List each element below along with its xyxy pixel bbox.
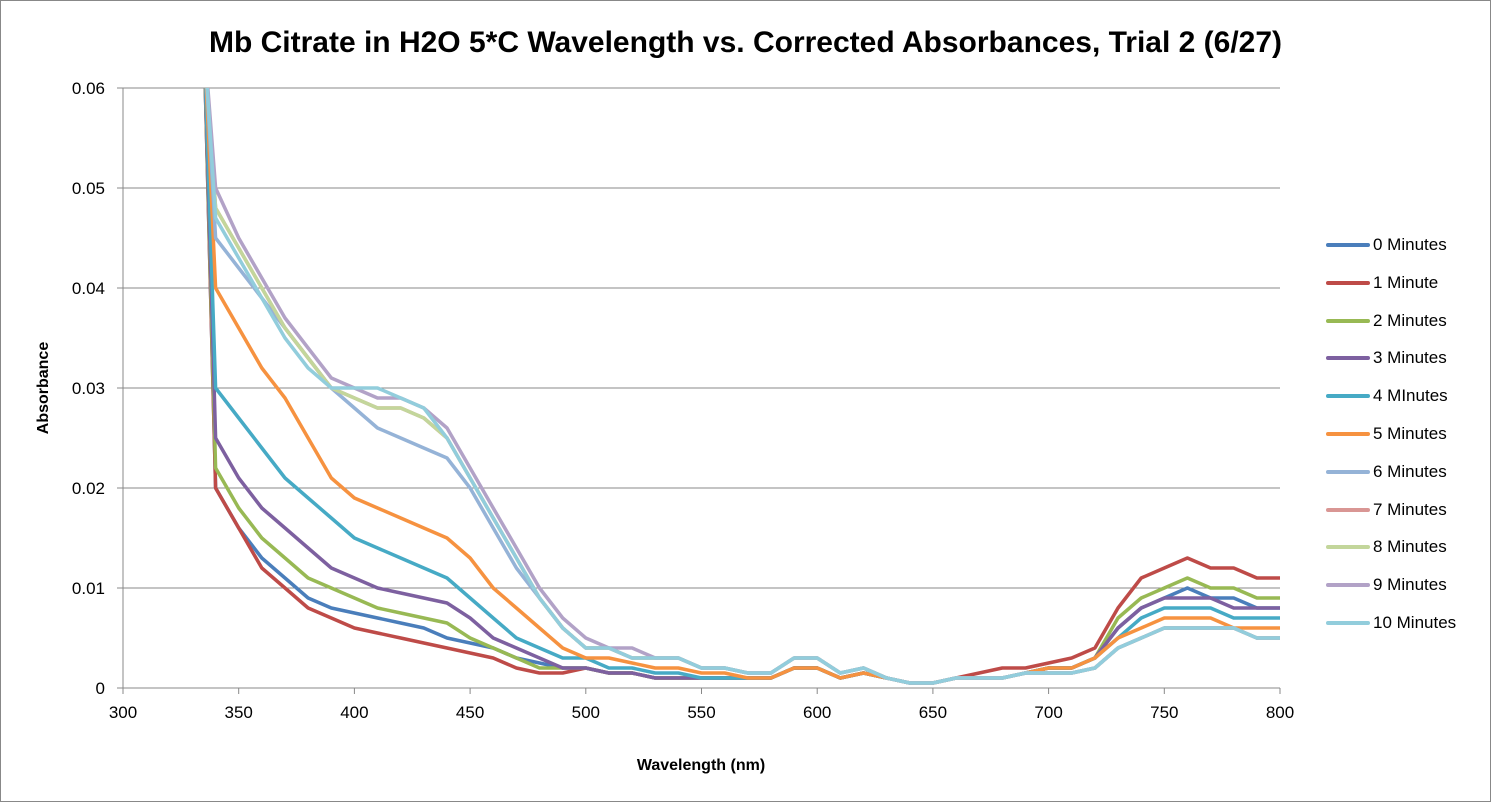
x-tick-label: 400 (340, 703, 368, 722)
legend-swatch (1326, 507, 1370, 512)
legend-label: 4 MInutes (1373, 386, 1448, 406)
series-line-8 (205, 88, 1280, 685)
legend-item: 0 Minutes (1326, 235, 1447, 255)
legend-label: 1 Minute (1373, 272, 1439, 292)
legend-item: 5 Minutes (1326, 424, 1447, 444)
x-tick-label: 650 (919, 703, 947, 722)
legend-item: 2 Minutes (1326, 311, 1447, 331)
legend-item: 10 Minutes (1326, 613, 1456, 633)
legend-swatch (1326, 545, 1370, 550)
y-tick-label: 0.02 (72, 479, 105, 498)
legend-swatch (1326, 621, 1370, 625)
x-tick-label: 700 (1034, 703, 1062, 722)
legend-item: 8 Minutes (1326, 537, 1447, 557)
legend-item: 6 Minutes (1326, 462, 1447, 482)
legend-label: 5 Minutes (1373, 424, 1447, 443)
legend-swatch (1326, 318, 1370, 323)
x-tick-label: 750 (1150, 703, 1178, 722)
series-line-4 (203, 88, 1280, 685)
series-line-7 (205, 88, 1280, 685)
legend-swatch (1326, 583, 1370, 588)
legend-swatch (1326, 394, 1370, 399)
y-tick-label: 0.05 (72, 179, 105, 198)
gridlines (123, 87, 1280, 589)
y-tick-label: 0.04 (72, 279, 105, 298)
series-line-3 (203, 88, 1280, 685)
x-tick-label: 350 (225, 703, 253, 722)
series-line-9 (206, 88, 1280, 685)
x-tick-label: 550 (687, 703, 715, 722)
legend-item: 4 MInutes (1326, 386, 1448, 406)
series-line-6 (205, 88, 1280, 685)
tick-labels: 0 0.01 0.02 0.03 0.04 0.05 0.06 300 350 400 450 500… (72, 79, 1294, 722)
y-tick-label: 0 (96, 679, 105, 698)
legend-swatch (1326, 243, 1370, 247)
y-tick-label: 0.01 (72, 579, 105, 598)
legend-label: 6 Minutes (1373, 461, 1447, 481)
legend-label: 7 Minutes (1373, 499, 1447, 519)
legend-label: 2 Minutes (1373, 310, 1447, 330)
legend-item: 9 Minutes (1326, 575, 1447, 595)
x-axis-label: Wavelength (nm) (637, 757, 765, 774)
series-line-1 (203, 88, 1280, 685)
legend-label: 8 Minutes (1373, 537, 1447, 557)
x-tick-label: 300 (109, 703, 137, 722)
series-line-2 (203, 88, 1280, 685)
x-tick-label: 600 (803, 703, 831, 722)
axes (117, 87, 1281, 694)
x-tick-label: 800 (1266, 703, 1294, 722)
series-line-0 (203, 88, 1280, 685)
legend-label: 9 Minutes (1373, 575, 1447, 595)
legend-swatch (1326, 356, 1370, 361)
chart-title: Mb Citrate in H2O 5*C Wavelength vs. Cor… (208, 26, 1283, 59)
y-tick-label: 0.06 (72, 79, 105, 98)
series-line-5 (204, 88, 1280, 685)
legend-label: 10 Minutes (1373, 613, 1457, 632)
series-line-10 (205, 88, 1280, 685)
x-tick-label: 500 (572, 703, 600, 722)
series-lines (203, 88, 1280, 685)
legend-swatch (1326, 432, 1370, 436)
legend-swatch (1326, 280, 1370, 285)
y-axis-label: Absorbance (35, 342, 52, 435)
legend-label: 3 Minutes (1373, 348, 1447, 368)
legend-item: 7 Minutes (1326, 500, 1447, 520)
legend-label: 0 Minutes (1373, 235, 1447, 254)
legend-swatch (1326, 469, 1370, 474)
x-tick-label: 450 (456, 703, 484, 722)
legend-item: 3 Minutes (1326, 348, 1447, 368)
y-tick-label: 0.03 (72, 379, 105, 398)
legend-item: 1 Minute (1326, 273, 1438, 293)
